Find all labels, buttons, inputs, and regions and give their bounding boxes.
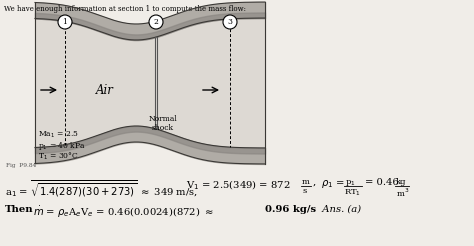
Text: s: s [302, 187, 307, 195]
Text: m$^3$: m$^3$ [396, 187, 410, 200]
Text: a$_1$ = $\overline{\sqrt{1.4(287)(30+273)}}$ $\approx$ 349 m/s,: a$_1$ = $\overline{\sqrt{1.4(287)(30+273… [5, 178, 198, 199]
Text: p$_1$ = 40 kPa: p$_1$ = 40 kPa [38, 140, 86, 152]
Text: Ans. (a): Ans. (a) [316, 205, 361, 214]
Text: Air: Air [96, 83, 114, 96]
Text: $\dot{m}$ = $\rho$$_e$A$_e$V$_e$ = 0.46(0.0024)(872) $\approx$: $\dot{m}$ = $\rho$$_e$A$_e$V$_e$ = 0.46(… [33, 205, 214, 220]
Text: 2: 2 [154, 18, 158, 26]
Text: T$_1$ = 30°C: T$_1$ = 30°C [38, 150, 79, 162]
Circle shape [223, 15, 237, 29]
Text: $\rho$$_1$ =: $\rho$$_1$ = [321, 178, 345, 190]
Text: 3: 3 [228, 18, 233, 26]
Text: 0.96 kg/s: 0.96 kg/s [265, 205, 316, 214]
Text: kg: kg [396, 178, 407, 186]
Text: RT$_1$: RT$_1$ [344, 187, 361, 198]
Text: V$_1$ = 2.5(349) = 872: V$_1$ = 2.5(349) = 872 [186, 178, 291, 192]
Circle shape [58, 15, 72, 29]
Text: p$_1$: p$_1$ [345, 178, 356, 188]
Text: Then: Then [5, 205, 34, 214]
Text: m: m [302, 178, 310, 186]
Text: ,: , [313, 178, 316, 187]
Text: Normal
shock: Normal shock [149, 115, 177, 132]
Text: Fig  P9.84: Fig P9.84 [6, 163, 36, 168]
Circle shape [149, 15, 163, 29]
Text: We have enough information at section 1 to compute the mass flow:: We have enough information at section 1 … [4, 5, 246, 13]
Text: 1: 1 [63, 18, 67, 26]
Text: Ma$_1$ = 2.5: Ma$_1$ = 2.5 [38, 130, 79, 140]
Text: = 0.46: = 0.46 [365, 178, 399, 187]
